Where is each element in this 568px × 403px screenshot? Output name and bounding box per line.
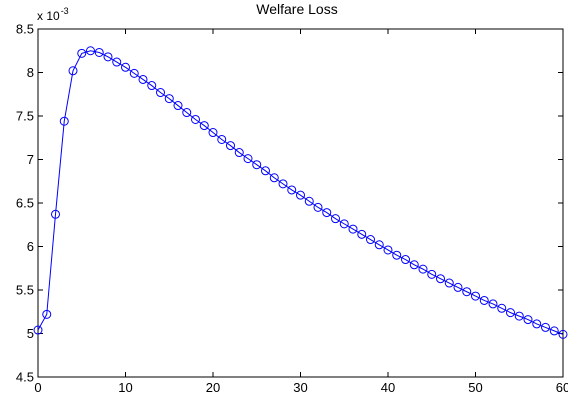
x-tick-label: 20 — [206, 380, 220, 395]
x-tick-label: 10 — [118, 380, 132, 395]
x-tick-label: 40 — [381, 380, 395, 395]
data-point-marker — [296, 190, 305, 200]
y-tick-label: 7.5 — [16, 109, 34, 124]
data-point-marker — [401, 255, 410, 265]
data-point-marker — [409, 260, 419, 270]
data-point-marker — [121, 62, 130, 72]
x-tick-label: 50 — [468, 380, 482, 395]
data-point-marker — [191, 114, 200, 124]
y-tick-label: 5 — [27, 326, 34, 341]
data-point-marker — [94, 47, 104, 57]
data-point-marker — [453, 282, 463, 292]
data-point-marker — [199, 121, 209, 131]
y-multiplier-exponent: -3 — [61, 6, 69, 16]
data-point-marker — [252, 160, 262, 170]
data-point-marker — [479, 295, 489, 305]
data-point-marker — [549, 326, 559, 336]
data-point-marker — [304, 196, 314, 206]
x-tick-label: 0 — [34, 380, 41, 395]
plot-area-frame — [37, 28, 564, 378]
data-point-marker — [488, 299, 498, 309]
y-axis-multiplier: x 10-3 — [37, 6, 69, 23]
series-group — [33, 46, 568, 339]
data-point-marker — [322, 208, 332, 218]
data-point-marker — [532, 319, 542, 329]
data-point-marker — [217, 134, 227, 144]
data-point-marker — [51, 209, 60, 219]
data-point-marker — [68, 66, 78, 76]
data-point-marker — [427, 269, 437, 279]
data-point-marker — [103, 52, 113, 62]
data-point-marker — [156, 88, 165, 98]
data-point-marker — [418, 264, 428, 274]
data-point-marker — [112, 57, 122, 67]
data-point-marker — [331, 214, 340, 224]
data-point-marker — [164, 94, 174, 104]
chart-title: Welfare Loss — [256, 1, 337, 17]
data-point-marker — [129, 68, 139, 78]
data-point-marker — [313, 202, 323, 212]
data-point-marker — [523, 315, 533, 325]
data-point-marker — [234, 148, 244, 158]
data-point-marker — [287, 185, 297, 195]
data-point-marker — [208, 128, 218, 138]
y-tick-label: 7 — [27, 152, 34, 167]
data-point-marker — [514, 311, 524, 321]
data-point-marker — [541, 322, 550, 332]
data-point-marker — [348, 224, 358, 234]
data-point-marker — [506, 308, 515, 318]
data-point-marker — [33, 325, 43, 335]
y-tick-label: 6.5 — [16, 196, 34, 211]
data-point-marker — [392, 250, 402, 260]
data-point-marker — [436, 274, 445, 284]
y-multiplier-base: x 10 — [37, 9, 60, 23]
data-point-marker — [357, 229, 367, 239]
axis-ticks: 0 10 20 30 40 50 60 4.5 5 5.5 6 6.5 7 7.5 8 8.5 — [16, 22, 568, 396]
data-point-marker — [471, 291, 480, 301]
data-point-marker — [182, 108, 192, 118]
data-point-marker — [497, 303, 507, 313]
data-point-marker — [261, 166, 270, 176]
data-point-marker — [269, 173, 279, 183]
y-tick-label: 8.5 — [16, 22, 34, 37]
data-point-marker — [226, 141, 235, 151]
y-tick-label: 6 — [27, 239, 34, 254]
data-point-marker — [444, 278, 454, 288]
data-point-marker — [77, 48, 87, 58]
data-point-marker — [366, 235, 375, 245]
data-point-marker — [243, 154, 253, 164]
y-tick-label: 8 — [27, 65, 34, 80]
data-point-marker — [173, 101, 183, 111]
data-point-marker — [558, 329, 568, 339]
data-point-marker — [339, 219, 349, 229]
data-point-marker — [42, 309, 52, 319]
data-point-marker — [86, 46, 95, 56]
data-point-marker — [383, 245, 393, 255]
series-line — [37, 50, 564, 335]
data-point-marker — [147, 81, 157, 91]
y-tick-label: 5.5 — [16, 283, 34, 298]
data-point-marker — [462, 287, 472, 297]
data-point-marker — [278, 179, 288, 189]
y-tick-label: 4.5 — [16, 370, 34, 385]
data-point-marker — [59, 116, 69, 126]
data-point-marker — [374, 240, 384, 250]
x-tick-label: 30 — [293, 380, 307, 395]
x-tick-label: 60 — [556, 380, 568, 395]
data-point-marker — [138, 74, 148, 84]
